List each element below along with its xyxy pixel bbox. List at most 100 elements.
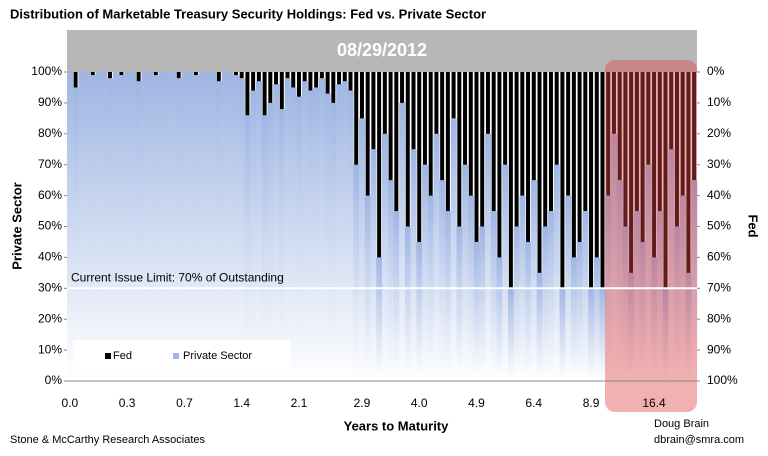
bar-private	[530, 180, 537, 381]
x-tick-label: 8.9	[583, 396, 600, 410]
bar-fed	[245, 72, 250, 116]
bar-private	[256, 81, 263, 382]
bar-private	[290, 87, 297, 381]
bar-private	[599, 288, 606, 381]
bar-fed	[623, 72, 628, 227]
y2-axis-title: Fed	[746, 214, 761, 237]
x-tick-label: 0.0	[62, 396, 79, 410]
bar-private	[691, 180, 698, 381]
bar-fed	[119, 72, 124, 76]
bar-private	[393, 211, 400, 381]
bar-fed	[503, 72, 508, 165]
bar-fed	[319, 72, 324, 79]
bar-fed	[692, 72, 697, 181]
bar-private	[204, 72, 211, 381]
bar-fed	[537, 72, 542, 273]
bar-private	[101, 72, 108, 381]
bar-fed	[680, 72, 685, 196]
bar-private	[456, 226, 463, 381]
bar-fed	[491, 72, 496, 212]
bar-fed	[497, 72, 502, 258]
bar-fed	[262, 72, 267, 116]
legend-label: Private Sector	[183, 350, 252, 362]
email: dbrain@smra.com	[654, 434, 744, 446]
bar-fed	[107, 72, 112, 79]
bar-private	[67, 72, 74, 381]
bar-fed	[417, 72, 422, 242]
bar-fed	[468, 72, 473, 196]
bar-fed	[176, 72, 181, 79]
bar-fed	[377, 72, 382, 258]
bar-private	[78, 72, 85, 381]
bar-private	[656, 211, 663, 381]
y2-tick-label: 30%	[707, 157, 731, 171]
bar-fed	[251, 72, 256, 91]
bar-fed	[589, 72, 594, 289]
y-tick-label: 60%	[38, 188, 62, 202]
bar-fed	[554, 72, 559, 165]
bar-private	[130, 72, 137, 381]
bar-fed	[73, 72, 78, 88]
bar-fed	[543, 72, 548, 227]
chart-title: Distribution of Marketable Treasury Secu…	[10, 6, 486, 21]
bar-fed	[508, 72, 513, 289]
y2-tick-label: 10%	[707, 95, 731, 109]
bar-fed	[485, 72, 490, 134]
bar-fed	[428, 72, 433, 196]
bar-private	[404, 226, 411, 381]
bar-fed	[583, 72, 588, 212]
bar-private	[324, 93, 331, 381]
bar-private	[588, 288, 595, 381]
bar-fed	[663, 72, 668, 289]
bar-fed	[342, 72, 347, 82]
bar-fed	[388, 72, 393, 181]
bar-private	[135, 81, 142, 382]
bar-private	[112, 72, 119, 381]
bar-fed	[611, 72, 616, 134]
x-axis-title: Years to Maturity	[344, 418, 450, 433]
bar-fed	[365, 72, 370, 196]
bar-private	[462, 164, 469, 381]
bar-private	[267, 102, 274, 382]
bar-private	[422, 164, 429, 381]
y-tick-label: 20%	[38, 311, 62, 325]
bar-private	[496, 257, 503, 381]
bar-private	[233, 75, 240, 381]
bar-private	[84, 72, 91, 381]
bar-fed	[594, 72, 599, 258]
bar-fed	[274, 72, 279, 85]
bar-fed	[308, 72, 313, 91]
x-tick-label: 0.3	[119, 396, 136, 410]
bar-private	[238, 78, 245, 382]
y2-tick-label: 40%	[707, 188, 731, 202]
bar-private	[593, 257, 600, 381]
bar-fed	[514, 72, 519, 227]
bar-private	[359, 118, 366, 381]
bar-private	[445, 211, 452, 381]
x-tick-label: 2.9	[354, 396, 371, 410]
bar-fed	[256, 72, 261, 82]
x-tick-label: 6.4	[525, 396, 542, 410]
bar-fed	[359, 72, 364, 119]
bar-private	[416, 241, 423, 381]
bar-fed	[296, 72, 301, 97]
bar-fed	[411, 72, 416, 150]
bar-private	[387, 180, 394, 381]
bar-fed	[669, 72, 674, 150]
y2-tick-label: 60%	[707, 250, 731, 264]
y-tick-label: 40%	[38, 250, 62, 264]
bar-private	[296, 96, 303, 381]
bar-private	[141, 72, 148, 381]
date-banner	[67, 30, 697, 72]
bar-fed	[657, 72, 662, 212]
bar-private	[634, 211, 641, 381]
bar-fed	[268, 72, 273, 103]
bar-fed	[394, 72, 399, 212]
y2-tick-label: 50%	[707, 219, 731, 233]
bar-private	[525, 241, 532, 381]
bar-fed	[325, 72, 330, 94]
bar-private	[193, 75, 200, 381]
bar-private	[628, 272, 635, 381]
bar-fed	[90, 72, 95, 76]
